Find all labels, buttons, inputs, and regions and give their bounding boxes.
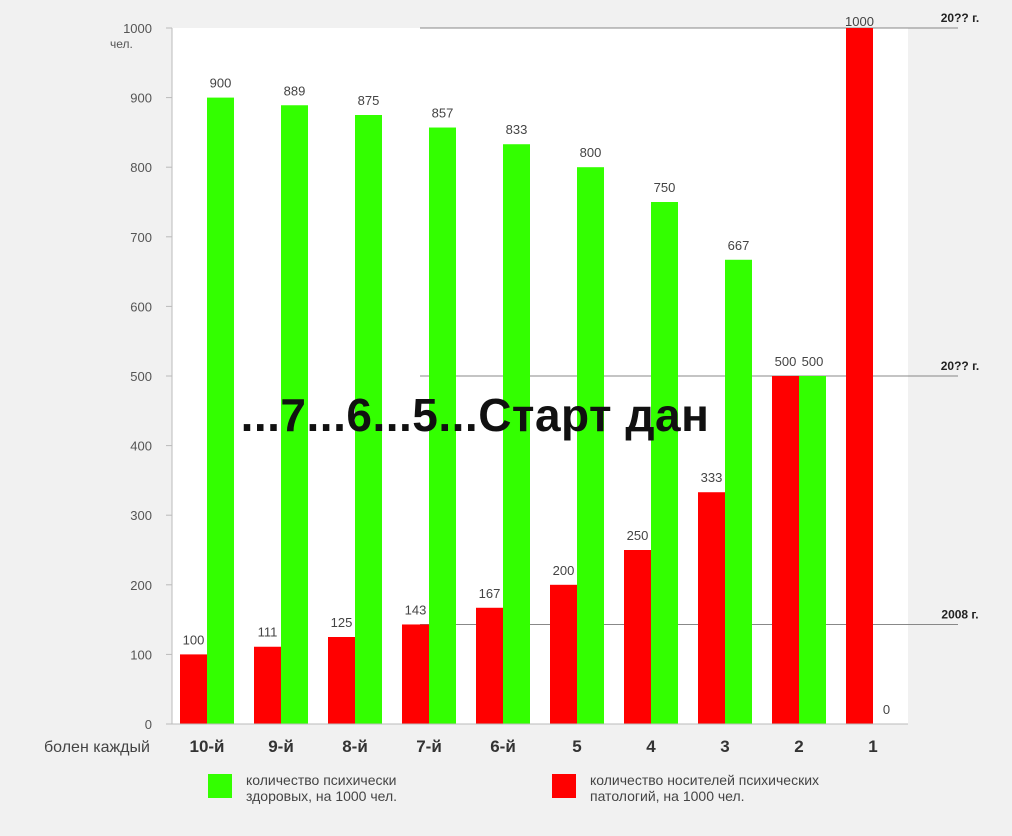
bar-pathology	[698, 492, 725, 724]
y-tick-label: 0	[145, 717, 152, 732]
x-tick-label: 6-й	[490, 737, 516, 756]
bar-healthy	[725, 259, 752, 724]
y-tick-label: 200	[130, 578, 152, 593]
x-tick-label: 9-й	[268, 737, 294, 756]
reference-line-label: 2008 г.	[941, 607, 978, 621]
x-tick-label: 1	[868, 737, 877, 756]
bar-healthy	[207, 97, 234, 725]
value-label-pathology: 125	[331, 615, 353, 630]
value-label-pathology: 500	[775, 354, 797, 369]
x-tick-label: 7-й	[416, 737, 442, 756]
value-label-healthy: 500	[802, 354, 824, 369]
value-label-pathology: 1000	[845, 14, 874, 29]
value-label-pathology: 250	[627, 528, 649, 543]
reference-line-label: 20?? г.	[941, 359, 979, 373]
value-label-healthy: 667	[728, 238, 750, 253]
legend-label-pathology: количество носителей психических патолог…	[590, 772, 820, 804]
bar-pathology	[254, 646, 281, 724]
axes: чел. болен каждый 0 100 200 300 400 500 600 700…	[44, 21, 908, 756]
bar-pathology	[180, 654, 207, 724]
value-label-pathology: 200	[553, 563, 575, 578]
value-label-healthy: 833	[506, 122, 528, 137]
value-label-healthy: 900	[210, 76, 232, 91]
value-label-healthy: 800	[580, 145, 602, 160]
value-label-pathology: 100	[183, 632, 205, 647]
y-tick-label: 900	[130, 91, 152, 106]
y-tick-label: 700	[130, 230, 152, 245]
bar-pathology	[476, 607, 503, 724]
y-tick-label: 800	[130, 160, 152, 175]
y-tick-label: 500	[130, 369, 152, 384]
x-tick-label: 4	[646, 737, 656, 756]
x-tick-label: 8-й	[342, 737, 368, 756]
y-tick-label: 400	[130, 439, 152, 454]
y-tick-label: 1000	[123, 21, 152, 36]
legend-swatch-pathology	[552, 774, 576, 798]
x-axis-label: болен каждый	[44, 739, 150, 756]
y-tick-label: 300	[130, 508, 152, 523]
legend-swatch-healthy	[208, 774, 232, 798]
bar-pathology	[772, 376, 799, 724]
y-tick-label: 600	[130, 299, 152, 314]
bar-healthy	[651, 202, 678, 724]
value-label-pathology: 143	[405, 602, 427, 617]
value-label-pathology: 333	[701, 470, 723, 485]
bar-healthy	[355, 115, 382, 724]
value-label-healthy: 875	[358, 93, 380, 108]
value-label-pathology: 111	[258, 625, 278, 640]
bar-healthy	[799, 376, 826, 724]
bar-healthy	[281, 105, 308, 725]
bar-pathology	[550, 584, 577, 724]
legend-item-pathology: количество носителей психических патолог…	[552, 772, 819, 804]
x-tick-label: 5	[572, 737, 581, 756]
value-label-healthy: 0	[883, 702, 890, 717]
value-label-healthy: 857	[432, 106, 454, 121]
bar-healthy	[577, 167, 604, 724]
reference-line-label: 20?? г.	[941, 11, 979, 25]
bar-pathology	[328, 637, 355, 724]
bars	[180, 28, 873, 725]
value-label-pathology: 167	[479, 586, 501, 601]
bar-healthy	[429, 127, 456, 724]
value-label-healthy: 750	[654, 180, 676, 195]
y-tick-label: 100	[130, 647, 152, 662]
bar-healthy	[503, 144, 530, 724]
x-tick-label: 2	[794, 737, 803, 756]
legend-item-healthy: количество психически здоровых, на 1000 …	[208, 772, 397, 804]
bar-pathology	[846, 28, 873, 724]
value-labels: 100 900 111 889 125 875 143 857 167 833 200 800 250 7…	[183, 14, 890, 717]
value-label-healthy: 889	[284, 83, 306, 98]
bar-pathology	[624, 550, 651, 724]
legend-label-healthy: количество психически здоровых, на 1000 …	[246, 772, 398, 804]
bar-pathology	[402, 624, 429, 724]
x-tick-label: 10-й	[189, 737, 224, 756]
x-tick-label: 3	[720, 737, 729, 756]
y-unit-label: чел.	[110, 37, 133, 51]
